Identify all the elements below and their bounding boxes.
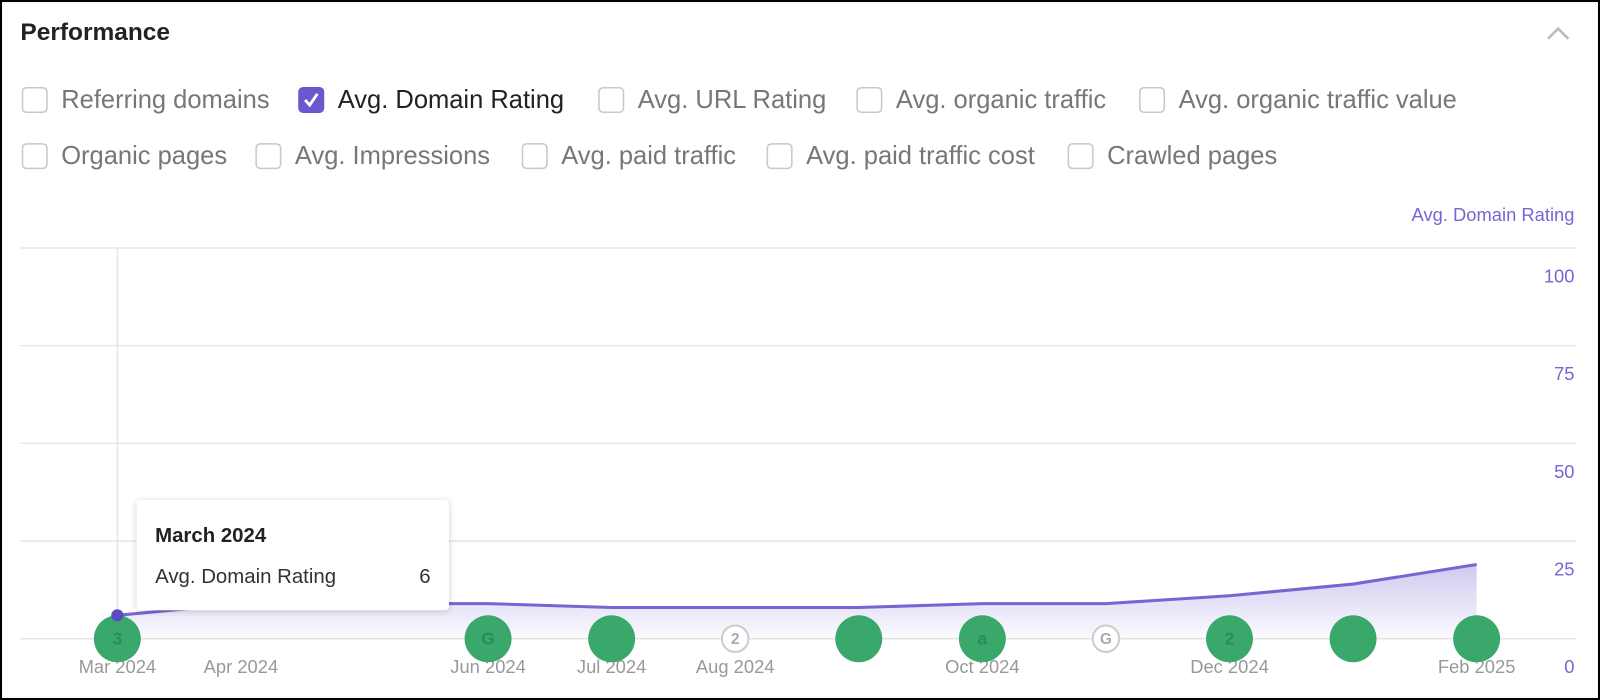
y-axis-title: Avg. Domain Rating	[1412, 204, 1575, 225]
tooltip-title: March 2024	[155, 525, 267, 547]
x-tick-label: Oct 2024	[945, 656, 1020, 677]
event-label[interactable]: a	[978, 628, 988, 648]
checkbox[interactable]	[298, 86, 325, 114]
checkbox-label[interactable]: Avg. Impressions	[295, 142, 490, 170]
metric-checkbox[interactable]: Crawled pages	[1067, 142, 1277, 170]
metric-checkbox[interactable]: Avg. organic traffic	[856, 86, 1107, 114]
checkbox[interactable]	[521, 143, 548, 170]
checkbox-label[interactable]: Organic pages	[61, 142, 227, 170]
event-dot[interactable]	[1206, 615, 1253, 663]
event-dot[interactable]	[958, 615, 1006, 663]
y-tick-label: 50	[1554, 461, 1574, 482]
checkbox-label[interactable]: Crawled pages	[1107, 142, 1277, 170]
area-fill	[117, 564, 1477, 639]
x-tick-label: Aug 2024	[696, 656, 775, 677]
checkbox[interactable]	[21, 143, 48, 170]
event-label[interactable]: 2	[731, 631, 740, 648]
tooltip-series: Avg. Domain Rating	[155, 566, 336, 588]
x-tick-label: Feb 2025	[1438, 656, 1516, 677]
point	[111, 609, 124, 622]
event-marker[interactable]	[1453, 615, 1501, 663]
event-marker[interactable]: a	[958, 615, 1006, 663]
chart: Avg. Domain Rating 0 25 50 75 100 Mar 2024 Apr …	[20, 204, 1577, 677]
metric-checkbox[interactable]: Avg. URL Rating	[598, 86, 827, 114]
event-marker[interactable]	[835, 615, 883, 663]
checkbox-label[interactable]: Avg. Domain Rating	[338, 86, 564, 114]
event-dot[interactable]	[93, 615, 141, 663]
event-dot[interactable]	[720, 624, 750, 654]
x-tick-label: Mar 2024	[79, 656, 157, 677]
metric-checkbox[interactable]: Avg. paid traffic	[521, 142, 736, 170]
event-marker[interactable]: G	[464, 615, 512, 663]
event-marker[interactable]	[1329, 615, 1377, 663]
event-marker[interactable]: 3	[93, 615, 141, 663]
checkbox[interactable]	[766, 143, 793, 170]
metric-checkbox[interactable]: Avg. organic traffic value	[1139, 86, 1457, 114]
event-label[interactable]: 2	[1225, 628, 1235, 648]
metric-checkbox[interactable]: Referring domains	[21, 86, 270, 114]
metric-checkbox[interactable]: Avg. paid traffic cost	[766, 142, 1035, 170]
event-dot[interactable]	[1329, 615, 1377, 663]
event-label[interactable]: G	[481, 628, 494, 648]
y-tick-label: 100	[1544, 265, 1575, 286]
event-label[interactable]: 3	[113, 628, 123, 648]
x-tick-label: Jun 2024	[450, 656, 526, 677]
y-tick-label: 75	[1554, 363, 1574, 384]
checkbox[interactable]	[1139, 86, 1166, 114]
x-tick-label: Jul 2024	[577, 656, 646, 677]
checkbox[interactable]	[1067, 143, 1094, 170]
metric-checkbox[interactable]: Avg. Domain Rating	[298, 86, 564, 114]
tooltip-box	[136, 500, 449, 611]
check-mark	[304, 93, 319, 108]
event-marker[interactable]: 2	[1206, 615, 1253, 663]
panel-title: Performance	[20, 19, 170, 46]
event-marker[interactable]: G	[1091, 624, 1121, 654]
x-tick-label: Apr 2024	[204, 656, 279, 677]
checkbox-label[interactable]: Avg. organic traffic value	[1179, 86, 1457, 114]
tooltip: March 2024 Avg. Domain Rating 6	[136, 500, 449, 611]
checkbox-label[interactable]: Referring domains	[61, 86, 269, 114]
tooltip-value: 6	[419, 566, 430, 588]
checkbox[interactable]	[21, 86, 48, 114]
event-dot[interactable]	[835, 615, 883, 663]
metric-toggles: Referring domains Avg. Domain Rating Avg. …	[21, 86, 1457, 170]
event-dot[interactable]	[1453, 615, 1501, 663]
event-dot[interactable]	[464, 615, 512, 663]
y-tick-label: 25	[1554, 559, 1574, 580]
checkbox-label[interactable]: Avg. organic traffic	[896, 86, 1107, 114]
checkbox[interactable]	[255, 143, 282, 170]
event-marker[interactable]	[588, 615, 636, 663]
event-dot[interactable]	[1091, 624, 1121, 654]
event-label[interactable]: G	[1100, 631, 1112, 648]
metric-checkbox[interactable]: Avg. Impressions	[255, 142, 490, 170]
y-tick-label: 0	[1564, 656, 1574, 677]
checkbox[interactable]	[856, 86, 883, 114]
event-marker[interactable]: 2	[720, 624, 750, 654]
event-dot[interactable]	[588, 615, 636, 663]
collapse-button[interactable]	[1547, 26, 1570, 40]
checkbox-label[interactable]: Avg. paid traffic cost	[806, 142, 1035, 170]
checkbox-label[interactable]: Avg. URL Rating	[638, 86, 827, 114]
checkbox[interactable]	[598, 86, 625, 114]
metric-checkbox[interactable]: Organic pages	[21, 142, 227, 170]
x-tick-label: Dec 2024	[1190, 656, 1269, 677]
checkbox-label[interactable]: Avg. paid traffic	[561, 142, 736, 170]
